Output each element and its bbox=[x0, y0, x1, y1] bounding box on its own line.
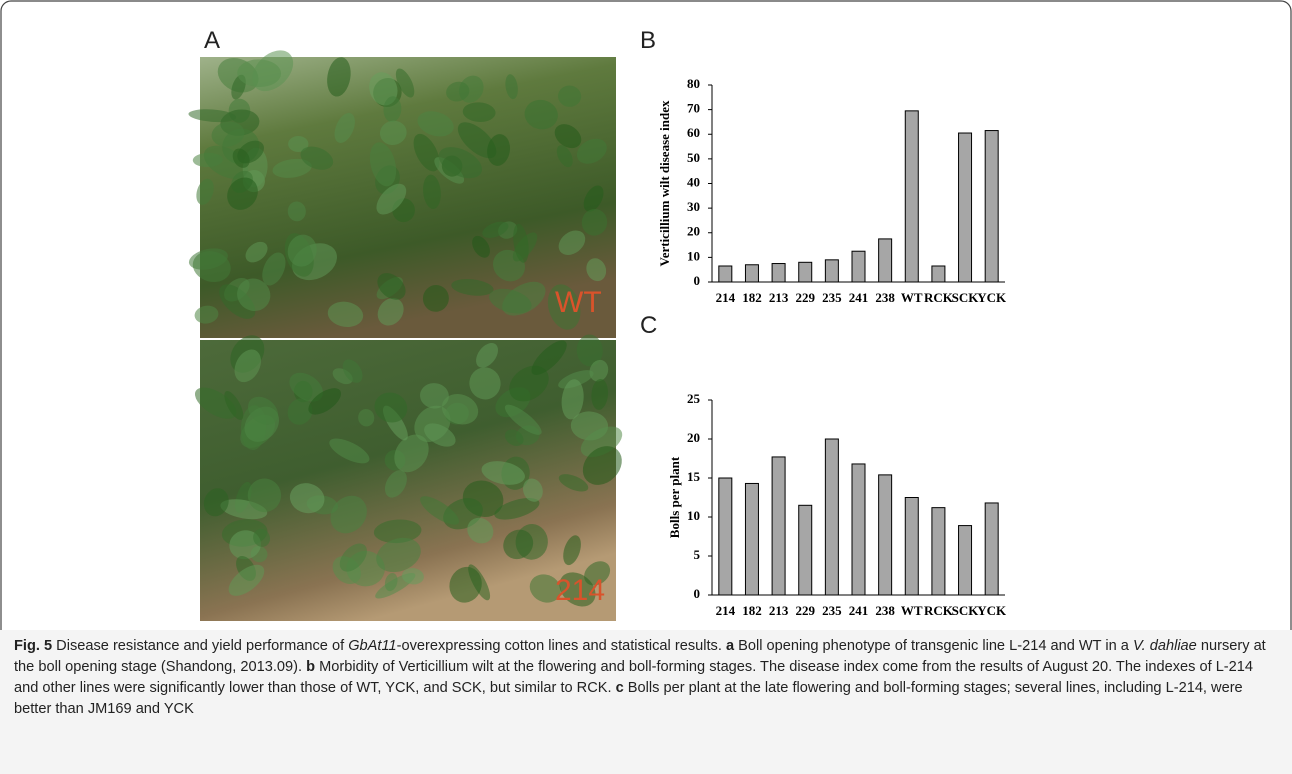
x-tick-label: WT bbox=[901, 603, 923, 618]
bar bbox=[905, 111, 918, 282]
x-tick-label: YCK bbox=[977, 290, 1007, 305]
caption-text: Fig. 5 bbox=[14, 638, 52, 654]
x-tick-label: RCK bbox=[924, 290, 954, 305]
caption-text: c bbox=[616, 680, 624, 696]
bar bbox=[825, 260, 838, 282]
bar bbox=[959, 133, 972, 282]
bar bbox=[772, 264, 785, 282]
bar bbox=[852, 464, 865, 595]
y-axis-label: Bolls per plant bbox=[667, 456, 682, 538]
bar bbox=[825, 439, 838, 595]
bar bbox=[932, 266, 945, 282]
bar bbox=[905, 498, 918, 596]
y-tick-label: 40 bbox=[687, 174, 700, 189]
bar bbox=[879, 475, 892, 595]
caption-text: GbAt11 bbox=[348, 638, 396, 654]
y-tick-label: 15 bbox=[687, 469, 701, 484]
y-tick-label: 30 bbox=[687, 199, 700, 214]
caption: Fig. 5 Disease resistance and yield perf… bbox=[14, 636, 1276, 720]
figure-page: WT 214 A B C Verticillium wilt disease i… bbox=[0, 0, 1292, 774]
x-tick-label: 235 bbox=[822, 290, 842, 305]
bar bbox=[719, 478, 732, 595]
y-tick-label: 25 bbox=[687, 391, 701, 406]
caption-text: Disease resistance and yield performance… bbox=[52, 638, 348, 654]
caption-text: b bbox=[306, 659, 315, 675]
y-tick-label: 0 bbox=[694, 273, 701, 288]
y-tick-label: 0 bbox=[694, 586, 701, 601]
x-tick-label: 182 bbox=[742, 603, 762, 618]
x-tick-label: SCK bbox=[952, 603, 980, 618]
photo-label: WT bbox=[555, 286, 602, 319]
y-axis-label: Verticillium wilt disease index bbox=[657, 100, 672, 266]
y-tick-label: 10 bbox=[687, 248, 700, 263]
caption-text: -overexpressing cotton lines and statist… bbox=[397, 638, 726, 654]
x-tick-label: 241 bbox=[849, 603, 869, 618]
y-tick-label: 60 bbox=[687, 125, 700, 140]
bar bbox=[745, 483, 758, 595]
x-tick-label: 214 bbox=[716, 603, 736, 618]
panel-label: B bbox=[640, 27, 656, 54]
bar bbox=[879, 239, 892, 282]
bar bbox=[932, 508, 945, 595]
x-tick-label: 241 bbox=[849, 290, 869, 305]
x-tick-label: WT bbox=[901, 290, 923, 305]
x-tick-label: SCK bbox=[952, 290, 980, 305]
x-tick-label: 182 bbox=[742, 290, 762, 305]
caption-text: a bbox=[726, 638, 734, 654]
y-tick-label: 70 bbox=[687, 101, 700, 116]
x-tick-label: YCK bbox=[977, 603, 1007, 618]
x-tick-label: 238 bbox=[875, 603, 895, 618]
x-tick-label: 229 bbox=[795, 290, 815, 305]
y-tick-label: 20 bbox=[687, 224, 700, 239]
y-tick-label: 10 bbox=[687, 508, 700, 523]
bar bbox=[985, 503, 998, 595]
bar bbox=[719, 266, 732, 282]
x-tick-label: 213 bbox=[769, 603, 789, 618]
y-tick-label: 5 bbox=[694, 547, 701, 562]
bar bbox=[852, 251, 865, 282]
y-tick-label: 20 bbox=[687, 430, 700, 445]
x-tick-label: 229 bbox=[795, 603, 815, 618]
y-tick-label: 80 bbox=[687, 76, 700, 91]
y-tick-label: 50 bbox=[687, 150, 700, 165]
x-tick-label: 238 bbox=[875, 290, 895, 305]
caption-text: V. dahliae bbox=[1133, 638, 1197, 654]
bar bbox=[799, 505, 812, 595]
photo-label: 214 bbox=[555, 574, 605, 607]
bar bbox=[799, 262, 812, 282]
x-tick-label: RCK bbox=[924, 603, 954, 618]
panel-label: C bbox=[640, 312, 657, 339]
bar bbox=[959, 526, 972, 595]
caption-text: Boll opening phenotype of transgenic lin… bbox=[734, 638, 1133, 654]
bar bbox=[772, 457, 785, 595]
x-tick-label: 214 bbox=[716, 290, 736, 305]
panel-label: A bbox=[204, 27, 220, 54]
bar bbox=[985, 131, 998, 282]
x-tick-label: 213 bbox=[769, 290, 789, 305]
x-tick-label: 235 bbox=[822, 603, 842, 618]
bar bbox=[745, 265, 758, 282]
